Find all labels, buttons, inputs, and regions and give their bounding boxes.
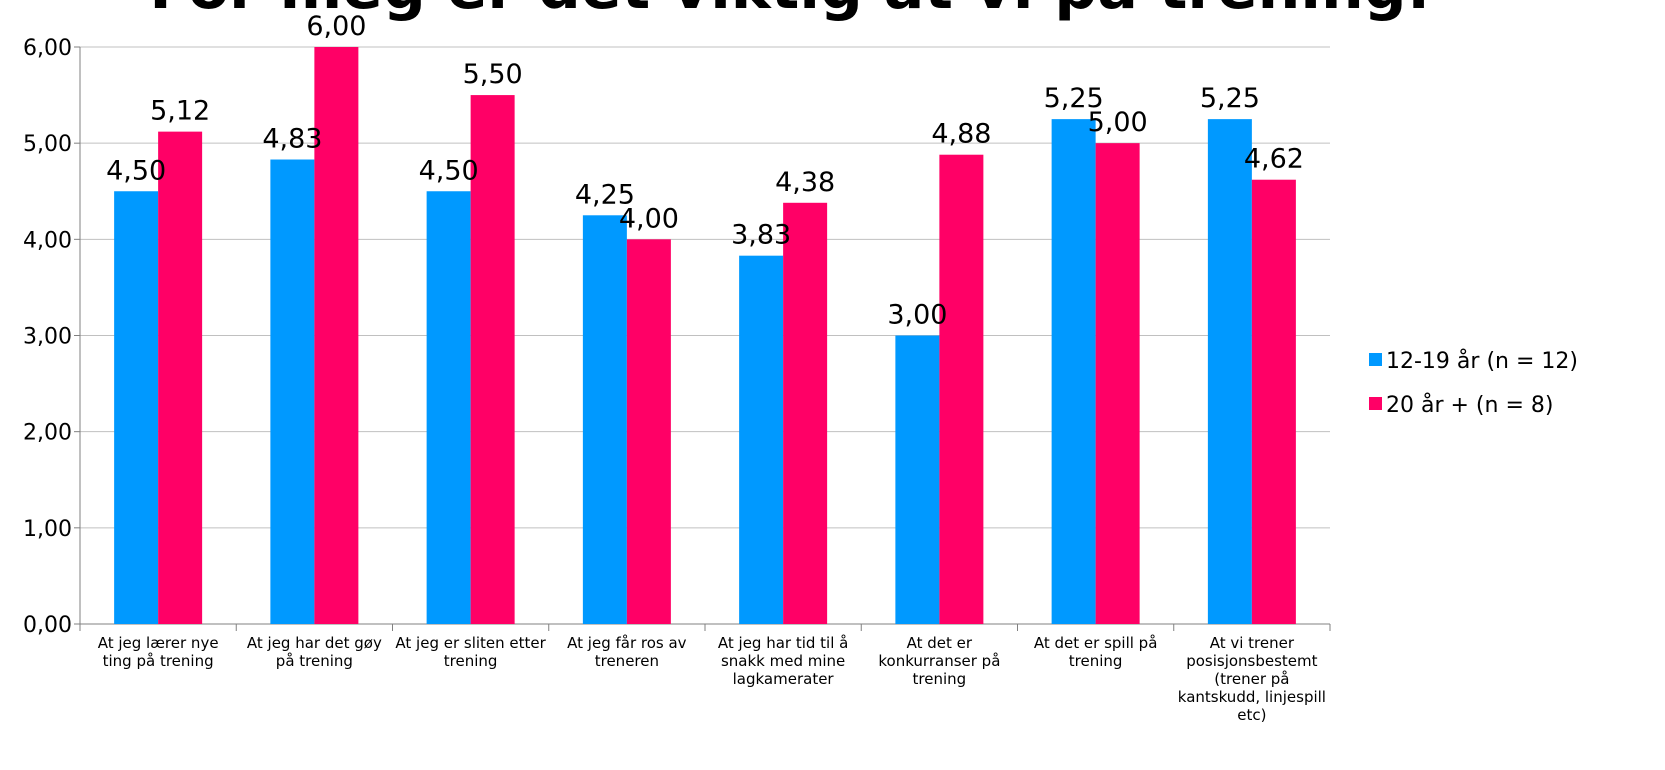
chart-title: For meg er det viktig at vi på trening: — [149, 0, 1430, 23]
bar — [114, 191, 159, 624]
y-tick-label: 0,00 — [23, 613, 72, 638]
x-tick-label: At jeg får ros av treneren — [567, 634, 687, 670]
data-label: 4,50 — [419, 155, 479, 186]
y-tick-label: 1,00 — [23, 517, 72, 542]
data-label: 4,25 — [575, 179, 635, 210]
bar — [270, 159, 315, 624]
bar — [314, 47, 359, 624]
data-label: 4,50 — [106, 155, 166, 186]
data-label: 4,88 — [931, 119, 991, 150]
bars — [114, 47, 1296, 625]
legend-swatch — [1369, 397, 1382, 410]
data-label: 4,83 — [262, 124, 322, 155]
x-tick-label: At jeg har tid til å snakk med mine lagkam… — [718, 634, 848, 688]
data-label: 4,00 — [619, 203, 679, 234]
data-label: 4,38 — [775, 167, 835, 198]
y-axis: 0,00 1,00 2,00 3,00 4,00 5,00 6,00 — [23, 36, 81, 638]
y-tick-label: 5,00 — [23, 132, 72, 157]
bar — [1251, 179, 1296, 624]
y-tick-label: 4,00 — [23, 228, 72, 253]
bar — [939, 154, 984, 624]
data-label: 5,50 — [463, 59, 523, 90]
legend-label: 12-19 år (n = 12) — [1386, 348, 1578, 374]
x-tick-label: At jeg lærer nye ting på trening — [98, 634, 219, 670]
x-tick-label: At vi trener posisjonsbestemt (trener på ka… — [1178, 634, 1326, 724]
bar — [1051, 119, 1096, 624]
data-label: 3,00 — [887, 300, 947, 331]
bar — [1095, 143, 1140, 624]
bar — [426, 191, 471, 624]
data-labels: 4,50 4,83 4,50 4,25 3,83 3,00 5,25 5,25 5,12 6,00… — [106, 11, 1304, 331]
bar — [582, 215, 627, 624]
y-tick-label: 2,00 — [23, 421, 72, 446]
x-tick-label: At jeg er sliten etter trening — [395, 634, 546, 670]
data-label: 5,25 — [1044, 83, 1104, 114]
bar — [895, 335, 940, 624]
x-tick-label: At det er spill på trening — [1034, 634, 1158, 670]
data-label: 4,62 — [1244, 144, 1304, 175]
x-tick-label: At jeg har det gøy på trening — [247, 634, 382, 670]
data-label: 6,00 — [306, 11, 366, 42]
data-label: 3,83 — [731, 220, 791, 251]
data-label: 5,12 — [150, 96, 210, 127]
x-axis: At jeg lærer nye ting på trening At jeg ha… — [79, 623, 1331, 724]
y-tick-label: 6,00 — [23, 36, 72, 61]
bar — [739, 255, 784, 624]
legend-label: 20 år + (n = 8) — [1386, 392, 1553, 418]
x-tick-label: At det er konkurranser på trening — [878, 634, 1000, 688]
bar — [158, 131, 203, 625]
legend-swatch — [1369, 353, 1382, 366]
bar — [626, 239, 671, 625]
bar — [1207, 119, 1252, 624]
bar — [783, 202, 828, 625]
y-tick-label: 3,00 — [23, 325, 72, 350]
legend: 12-19 år (n = 12) 20 år + (n = 8) — [1369, 348, 1578, 418]
data-label: 5,25 — [1200, 83, 1260, 114]
data-label: 5,00 — [1088, 107, 1148, 138]
bar — [470, 95, 515, 625]
